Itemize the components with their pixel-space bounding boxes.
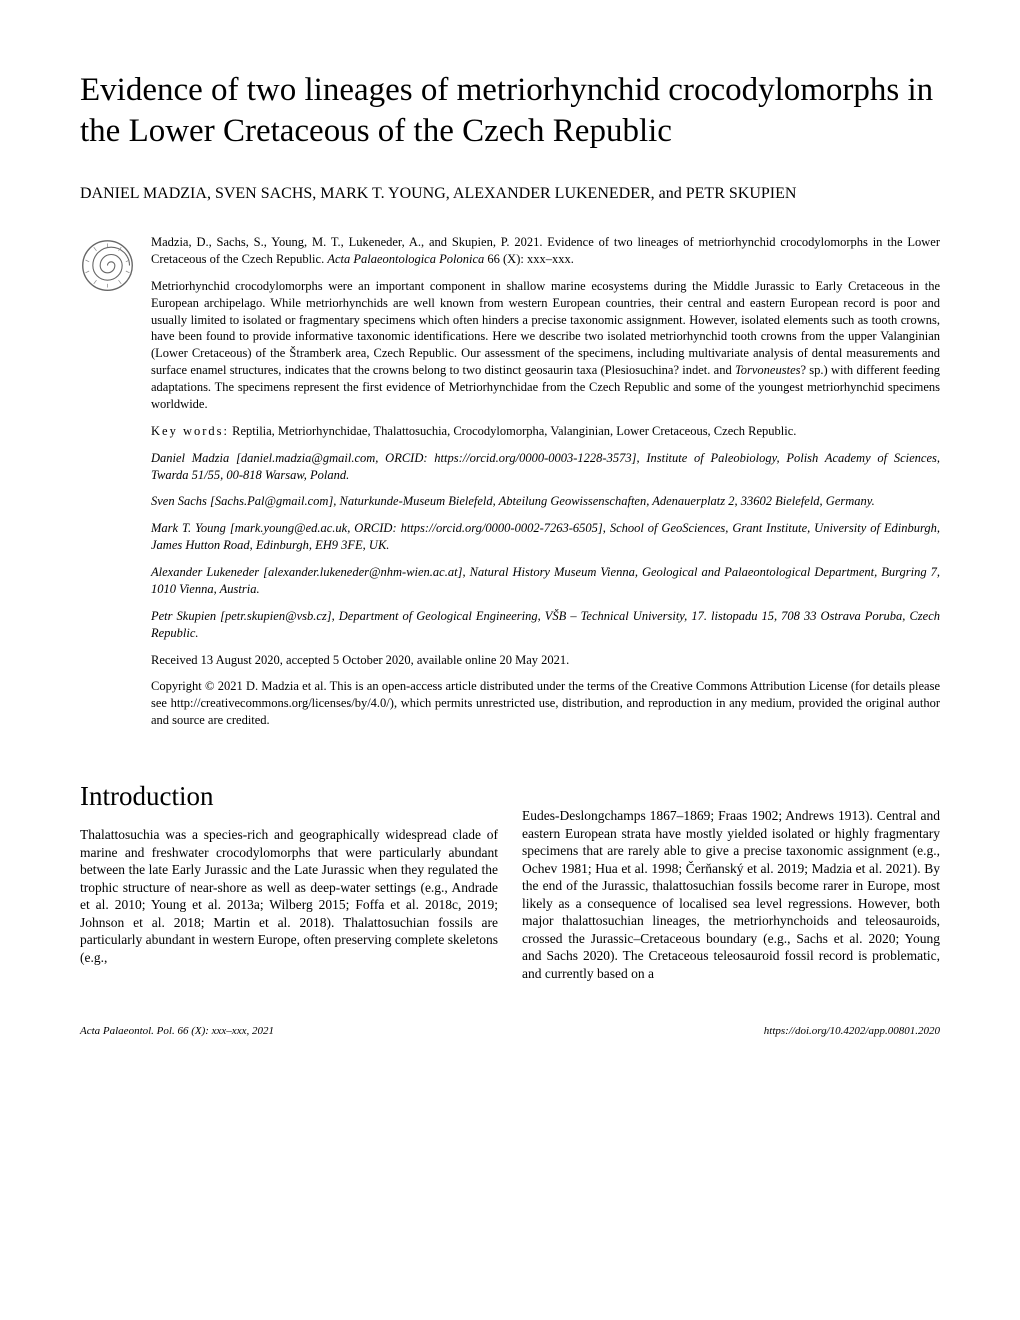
keywords-label: Key words:	[151, 424, 229, 438]
section-heading-introduction: Introduction	[80, 779, 498, 814]
citation-journal: Acta Palaeontologica Polonica	[327, 252, 484, 266]
footer-citation: Acta Palaeontol. Pol. 66 (X): xxx–xxx, 2…	[80, 1025, 274, 1038]
column-left: Introduction Thalattosuchia was a specie…	[80, 749, 498, 982]
affiliation-5: Petr Skupien [petr.skupien@vsb.cz], Depa…	[151, 608, 940, 642]
column-right: Eudes-Deslongchamps 1867–1869; Fraas 190…	[522, 749, 940, 982]
intro-paragraph-right: Eudes-Deslongchamps 1867–1869; Fraas 190…	[522, 807, 940, 982]
affiliation-4: Alexander Lukeneder [alexander.lukeneder…	[151, 564, 940, 598]
affiliation-3: Mark T. Young [mark.young@ed.ac.uk, ORCI…	[151, 520, 940, 554]
keywords-text: Reptilia, Metriorhynchidae, Thalattosuch…	[229, 424, 796, 438]
abstract-block: Madzia, D., Sachs, S., Young, M. T., Luk…	[80, 234, 940, 739]
footer-doi: https://doi.org/10.4202/app.00801.2020	[764, 1025, 940, 1038]
article-title: Evidence of two lineages of metriorhynch…	[80, 70, 940, 153]
abstract-content: Madzia, D., Sachs, S., Young, M. T., Luk…	[151, 234, 940, 739]
abstract-text: Metriorhynchid crocodylomorphs were an i…	[151, 278, 940, 413]
affiliation-1: Daniel Madzia [daniel.madzia@gmail.com, …	[151, 450, 940, 484]
author-list: DANIEL MADZIA, SVEN SACHS, MARK T. YOUNG…	[80, 181, 940, 207]
abstract-taxon: Torvoneustes	[735, 363, 801, 377]
keywords: Key words: Reptilia, Metriorhynchidae, T…	[151, 423, 940, 440]
intro-paragraph-left: Thalattosuchia was a species-rich and ge…	[80, 826, 498, 966]
citation-volume: 66 (X): xxx–xxx.	[484, 252, 574, 266]
ammonite-icon	[80, 238, 135, 293]
article-dates: Received 13 August 2020, accepted 5 Octo…	[151, 652, 940, 669]
column-spacer	[522, 749, 940, 807]
body-text: Introduction Thalattosuchia was a specie…	[80, 749, 940, 982]
copyright: Copyright © 2021 D. Madzia et al. This i…	[151, 678, 940, 729]
citation: Madzia, D., Sachs, S., Young, M. T., Luk…	[151, 234, 940, 268]
page-footer: Acta Palaeontol. Pol. 66 (X): xxx–xxx, 2…	[80, 1019, 940, 1038]
affiliation-2: Sven Sachs [Sachs.Pal@gmail.com], Naturk…	[151, 493, 940, 510]
